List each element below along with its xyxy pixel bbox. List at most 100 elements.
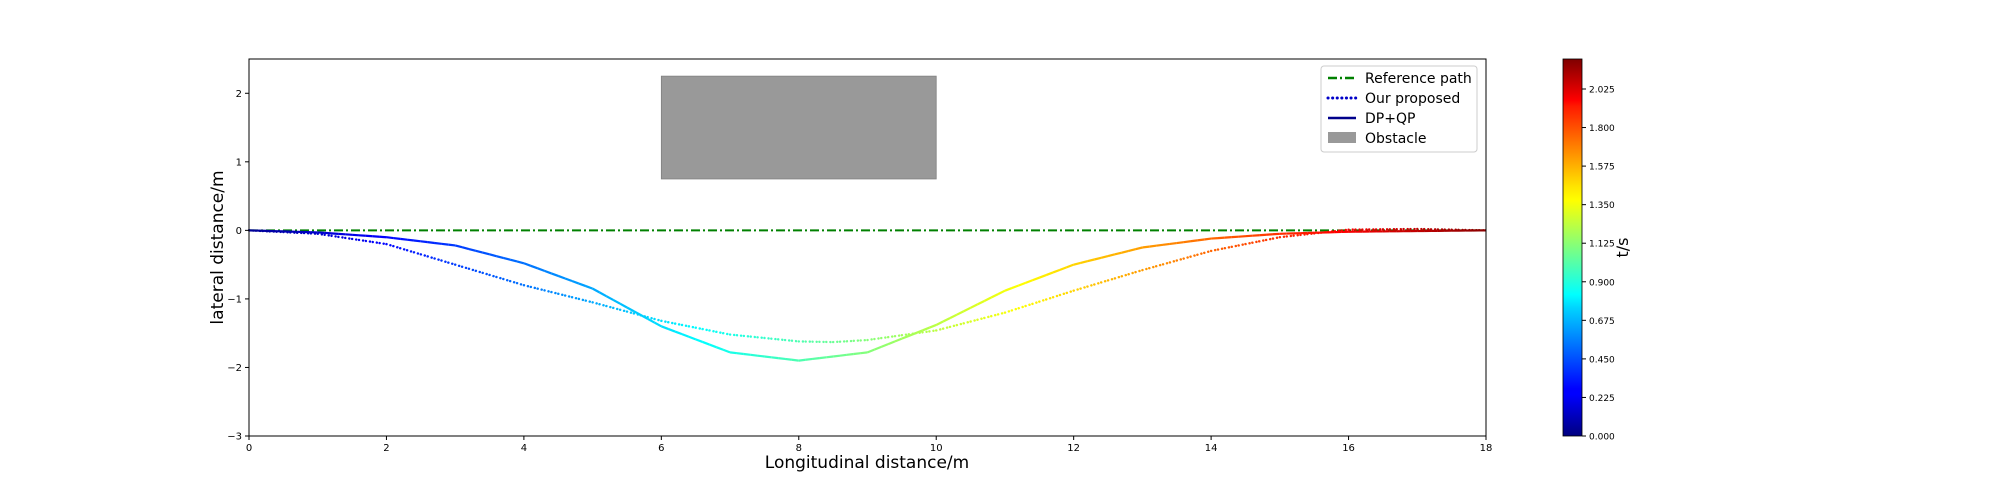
series-segment	[1169, 241, 1177, 246]
series-segment	[990, 293, 999, 299]
series-segment	[557, 274, 566, 280]
series-segment	[633, 310, 642, 316]
series-segment	[612, 306, 622, 311]
series-segment	[783, 338, 794, 342]
series-segment	[969, 318, 979, 323]
series-segment	[928, 329, 938, 333]
colorbar-label: t/s	[1613, 238, 1632, 258]
series-segment	[1216, 246, 1227, 251]
colorbar-tick-label: 1.125	[1589, 240, 1615, 250]
series-segment	[557, 292, 567, 297]
series-segment	[550, 290, 560, 295]
series-segment	[448, 243, 456, 247]
series-segment	[543, 289, 553, 294]
series-segment	[970, 303, 978, 309]
legend-label: DP+QP	[1365, 111, 1415, 127]
series-segment	[400, 237, 408, 241]
series-segment	[688, 335, 697, 341]
series-segment	[866, 337, 876, 342]
legend-item: Our proposed	[1326, 91, 1460, 107]
series-segment	[805, 357, 813, 361]
legend-item: Obstacle	[1328, 131, 1426, 147]
series-segment	[715, 330, 725, 335]
x-tick-label: 14	[1205, 443, 1218, 454]
series-segment	[516, 260, 525, 265]
series-segment	[482, 251, 490, 256]
series-segment	[488, 273, 498, 279]
series-segment	[1004, 287, 1013, 292]
series-segment	[1244, 241, 1254, 246]
legend-item: DP+QP	[1328, 111, 1415, 127]
series-segment	[900, 333, 910, 337]
series-segment	[330, 234, 340, 239]
series-segment	[618, 308, 629, 313]
series-segment	[1189, 253, 1199, 258]
series-segment	[591, 301, 601, 306]
x-tick-label: 8	[796, 443, 802, 454]
series-segment	[660, 319, 670, 324]
series-segment	[550, 272, 559, 277]
series-segment	[1278, 235, 1288, 239]
series-segment	[963, 306, 972, 313]
series-segment	[653, 317, 663, 323]
series-segment	[709, 343, 717, 349]
series-segment	[419, 253, 429, 258]
series-segment	[735, 334, 745, 338]
legend-item: Reference path	[1328, 71, 1472, 87]
series-segment	[722, 348, 731, 354]
series-segment	[1190, 239, 1198, 243]
series-segment	[653, 321, 662, 328]
series-segment	[846, 352, 854, 356]
colorbar-tick-label: 1.575	[1589, 163, 1615, 173]
x-axis: 0 2 4 6 8 10 12 14 16 18	[246, 436, 1492, 454]
series-segment	[1134, 268, 1144, 274]
y-tick-label: 2	[236, 89, 242, 100]
series-segment	[412, 251, 423, 256]
series-segment	[749, 335, 759, 339]
series-segment	[873, 336, 883, 341]
y-tick-label: −3	[227, 432, 242, 443]
series-segment	[935, 327, 945, 332]
series-segment	[893, 334, 904, 338]
series-segment	[1094, 256, 1102, 261]
series-segment	[1017, 304, 1027, 310]
series-segment	[743, 352, 751, 356]
series-segment	[1237, 242, 1247, 247]
series-segment	[405, 249, 416, 254]
series-segment	[1148, 265, 1158, 270]
series-segment	[640, 314, 649, 320]
series-segment	[901, 334, 910, 340]
series-segment	[1113, 275, 1123, 280]
series-segment	[1080, 260, 1088, 264]
series-segment	[1099, 279, 1110, 284]
series-segment	[708, 329, 718, 334]
series-segment	[908, 332, 917, 337]
series-segment	[742, 334, 752, 338]
y-axis: 2 1 0 −1 −2 −3	[227, 89, 249, 443]
series-segment	[1032, 276, 1040, 282]
series-segment	[921, 330, 931, 334]
series-segment	[584, 299, 594, 304]
series-segment	[427, 241, 435, 245]
series-our-proposed	[247, 227, 1488, 344]
colorbar-tick-label: 0.900	[1589, 278, 1615, 288]
series-segment	[867, 348, 875, 354]
series-segment	[983, 314, 993, 320]
series-segment	[357, 238, 368, 243]
y-tick-label: −1	[227, 294, 242, 305]
series-segment	[571, 279, 580, 285]
series-segment	[1024, 302, 1034, 308]
series-segment	[1121, 249, 1129, 254]
series-segment	[1230, 244, 1240, 249]
legend: Reference path Our proposed DP+QP Obstacle	[1320, 65, 1478, 153]
series-segment	[756, 336, 766, 340]
colorbar-tick-label: 1.800	[1589, 124, 1615, 134]
series-segment	[956, 310, 965, 316]
colorbar: 0.000 0.225 0.450 0.675 0.900 1.125 1.350 1.575…	[1562, 58, 1632, 443]
series-segment	[1264, 237, 1275, 242]
series-segment	[880, 335, 890, 340]
series-segment	[1052, 268, 1061, 274]
series-segment	[393, 236, 401, 240]
series-segment	[674, 330, 683, 336]
x-tick-label: 2	[383, 443, 389, 454]
